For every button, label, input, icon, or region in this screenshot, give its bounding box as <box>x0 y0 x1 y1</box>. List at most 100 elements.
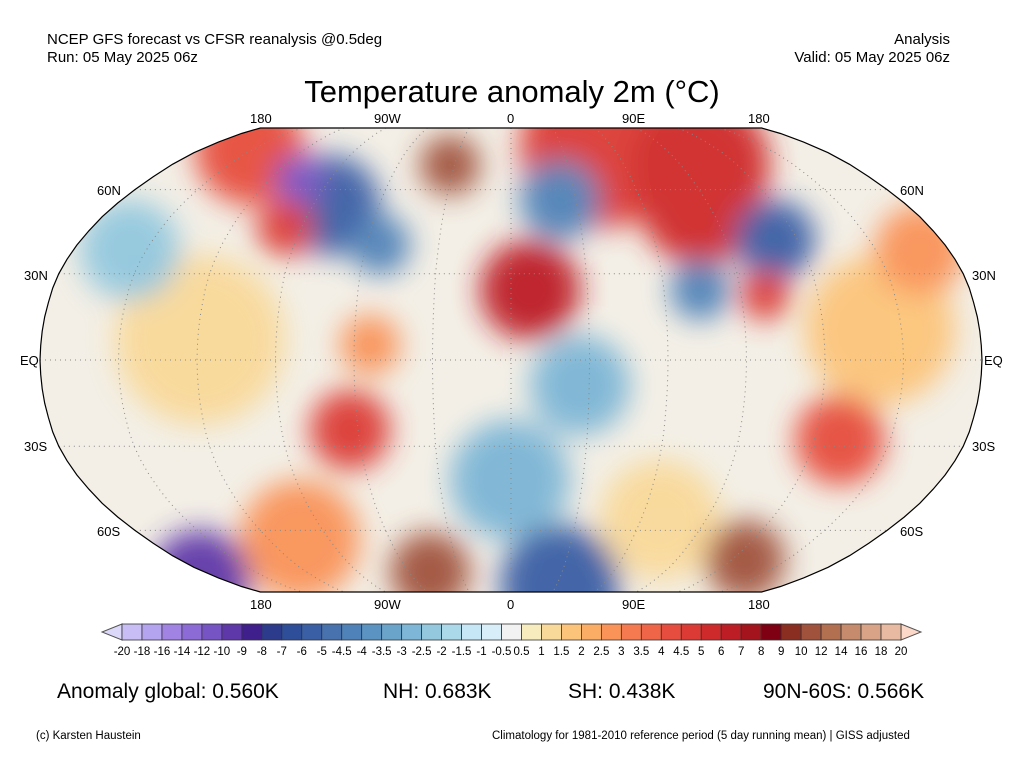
header-run-time: Run: 05 May 2025 06z <box>47 49 198 66</box>
colorbar-tick-label: 1 <box>538 646 544 658</box>
colorbar-box <box>820 623 842 641</box>
colorbar-box <box>281 623 303 641</box>
lon-label-top: 90E <box>622 111 646 126</box>
colorbar-box <box>521 623 542 641</box>
stat-nh: NH: 0.683K <box>383 680 492 703</box>
colorbar-tick-label: 3 <box>618 646 624 658</box>
header-valid-time: Valid: 05 May 2025 06z <box>794 49 950 66</box>
colorbar-over-triangle <box>900 623 923 641</box>
colorbar-box <box>780 623 802 641</box>
lat-label-left: EQ <box>20 353 39 368</box>
anomaly-field <box>40 128 982 592</box>
longitude-gridline <box>117 128 303 592</box>
colorbar-box <box>700 623 722 641</box>
colorbar-box <box>600 623 622 641</box>
colorbar-tick-label: -18 <box>134 646 151 658</box>
colorbar-box <box>221 623 243 641</box>
colorbar-box <box>561 623 582 641</box>
colorbar-tick-label: 7 <box>738 646 744 658</box>
colorbar-tick-label: 12 <box>815 646 828 658</box>
lat-label-right: 60N <box>900 183 924 198</box>
colorbar-tick-label: -14 <box>174 646 191 658</box>
colorbar-tick-label: -2 <box>436 646 446 658</box>
colorbar-box <box>800 623 822 641</box>
colorbar-tick-label: 10 <box>795 646 808 658</box>
colorbar-tick-label: -4.5 <box>332 646 352 658</box>
colorbar-tick-label: -1 <box>476 646 486 658</box>
lat-label-left: 60N <box>97 183 121 198</box>
colorbar-tick-label: 14 <box>835 646 848 658</box>
colorbar-box <box>481 623 502 641</box>
stat-sh: SH: 0.438K <box>568 680 676 703</box>
colorbar-tick-label: -10 <box>214 646 231 658</box>
colorbar-box <box>141 623 163 641</box>
footer-credit: (c) Karsten Haustein <box>36 730 141 742</box>
colorbar-box <box>201 623 223 641</box>
header-model-info: NCEP GFS forecast vs CFSR reanalysis @0.… <box>47 31 383 48</box>
header-analysis: Analysis <box>894 31 950 48</box>
colorbar-box <box>541 623 562 641</box>
footer-climatology-note: Climatology for 1981-2010 reference peri… <box>492 730 910 742</box>
colorbar-tick-label: -16 <box>154 646 171 658</box>
colorbar-tick-label: 16 <box>855 646 868 658</box>
colorbar-tick-label: -5 <box>317 646 327 658</box>
colorbar-tick-label: 1.5 <box>553 646 569 658</box>
longitude-gridline <box>431 128 470 592</box>
colorbar-tick-label: 20 <box>895 646 908 658</box>
colorbar-box <box>161 623 183 641</box>
colorbar-tick-label: 9 <box>778 646 784 658</box>
lat-label-right: 60S <box>900 524 924 539</box>
colorbar-tick-label: -0.5 <box>492 646 512 658</box>
colorbar-tick-label: -1.5 <box>452 646 472 658</box>
lon-label-bottom: 180 <box>250 597 272 612</box>
colorbar-box <box>880 623 902 641</box>
colorbar-box <box>421 623 442 641</box>
longitude-gridline <box>594 128 669 592</box>
stat-global: Anomaly global: 0.560K <box>57 680 279 703</box>
colorbar-tick-label: 2.5 <box>593 646 609 658</box>
colorbar-tick-label: -8 <box>257 646 267 658</box>
lat-label-left: 60S <box>97 524 121 539</box>
colorbar-box <box>361 623 383 641</box>
colorbar-tick-label: 18 <box>875 646 888 658</box>
lon-label-top: 180 <box>250 111 272 126</box>
colorbar-box <box>261 623 283 641</box>
colorbar-tick-label: -6 <box>297 646 307 658</box>
lon-label-top: 0 <box>507 111 515 126</box>
lon-label-bottom: 90W <box>374 597 401 612</box>
colorbar-box <box>620 623 642 641</box>
colorbar-tick-label: 3.5 <box>633 646 649 658</box>
longitude-gridline <box>719 128 905 592</box>
colorbar-tick-label: 4.5 <box>673 646 689 658</box>
colorbar-box <box>501 623 522 641</box>
colorbar-tick-label: -3 <box>397 646 407 658</box>
lat-label-left: 30S <box>24 439 48 454</box>
map-title: Temperature anomaly 2m (°C) <box>304 74 720 109</box>
stat-90n-60s: 90N-60S: 0.566K <box>763 680 925 703</box>
longitude-gridline <box>353 128 428 592</box>
lat-label-right: EQ <box>984 353 1003 368</box>
colorbar-box <box>341 623 363 641</box>
colorbar-tick-label: 2 <box>578 646 584 658</box>
colorbar-box <box>181 623 203 641</box>
lon-label-top: 90W <box>374 111 401 126</box>
lon-label-bottom: 90E <box>622 597 646 612</box>
colorbar-box <box>581 623 602 641</box>
colorbar-tick-label: -4 <box>357 646 368 658</box>
colorbar-box <box>461 623 482 641</box>
colorbar-box <box>840 623 862 641</box>
colorbar-tick-label: 0.5 <box>513 646 529 658</box>
colorbar-box <box>640 623 662 641</box>
colorbar-tick-label: 4 <box>658 646 665 658</box>
colorbar-tick-label: 6 <box>718 646 724 658</box>
lat-label-right: 30N <box>972 268 996 283</box>
colorbar-tick-label: -20 <box>114 646 131 658</box>
lat-label-right: 30S <box>972 439 996 454</box>
colorbar-tick-label: 8 <box>758 646 764 658</box>
colorbar-tick-label: -2.5 <box>412 646 432 658</box>
colorbar-tick-label: -7 <box>277 646 287 658</box>
colorbar-tick-label: 5 <box>698 646 704 658</box>
colorbar-box <box>441 623 462 641</box>
colorbar-tick-label: -9 <box>237 646 247 658</box>
